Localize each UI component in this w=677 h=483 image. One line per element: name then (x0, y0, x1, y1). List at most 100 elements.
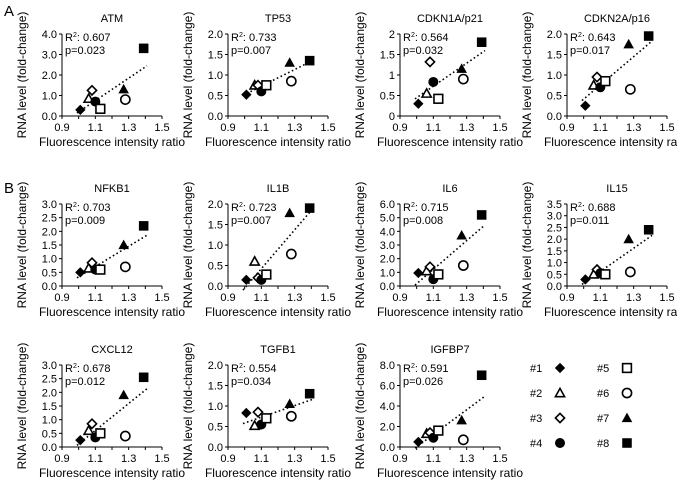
legend-marker (554, 362, 566, 374)
data-point (241, 89, 252, 100)
legend-label: #2 (530, 388, 542, 400)
y-tick-label: 2.5 (42, 374, 57, 386)
x-tick-label: 0.9 (220, 453, 235, 465)
chart-tp53: 0.0 0.5 1.0 1.5 2.0 0.9 1.1 1.3 1.5 TP53 Fluoresce… (181, 12, 351, 149)
data-point (252, 406, 264, 418)
data-point (600, 75, 611, 87)
data-point (95, 428, 106, 439)
data-point (138, 221, 149, 231)
y-tick-label: 0.5 (42, 428, 57, 440)
chart-title: NFKB1 (94, 183, 129, 195)
chart-title: CXCL12 (91, 344, 133, 356)
trend-line (76, 65, 148, 114)
x-tick-label: 1.5 (492, 453, 507, 465)
x-axis-label: Fluorescence intensity ratio (39, 305, 185, 319)
x-tick-label: 1.3 (626, 292, 641, 304)
chart-cdkn2a-p16: 0.0 0.5 1.0 1.5 2.0 0.9 1.1 1.3 1.5 CDKN2A/p16 Flu… (520, 12, 677, 149)
r2-label: R2: 0.554 (231, 363, 277, 375)
y-tick-label: 1.5 (547, 50, 562, 62)
x-axis-label: Fluorescence intensity ratio (205, 466, 351, 480)
data-point (285, 75, 297, 87)
legend-marker (621, 387, 633, 399)
y-tick-label: 4.0 (380, 401, 395, 413)
y-tick-label: 3.5 (547, 199, 562, 211)
x-tick-label: 1.1 (426, 292, 441, 304)
x-tick-label: 1.3 (121, 122, 136, 134)
p-value-label: p=0.011 (570, 215, 609, 227)
legend-label: #4 (530, 438, 542, 450)
data-point (304, 55, 315, 66)
legend: #1 #2 #3 #4 #5 #6 #7 #8 (530, 362, 633, 450)
trend-line (414, 224, 486, 286)
legend-label: #1 (530, 363, 542, 375)
x-tick-label: 0.9 (54, 122, 69, 134)
p-value-label: p=0.032 (403, 45, 443, 57)
x-axis-label: Fluorescence intensity ratio (39, 466, 185, 480)
x-axis-label: Fluorescence intensity ratio (39, 135, 185, 149)
y-tick-label: 2.0 (547, 29, 562, 41)
x-tick-label: 1.1 (88, 292, 103, 304)
r2-label: R2: 0.733 (231, 32, 277, 44)
chart-cdkn1a-p21: 0 0.5 1 1.5 2 0.9 1.1 1.3 1.5 CDKN1A/p21 Fluoresce… (353, 12, 523, 149)
y-tick-label: 3.0 (42, 199, 57, 211)
y-tick-label: 0.0 (42, 281, 57, 293)
data-point (600, 269, 611, 280)
y-tick-label: 1.5 (208, 381, 223, 393)
r2-label: R2: 0.607 (65, 32, 111, 44)
panel-label-b: B (4, 180, 14, 197)
x-tick-label: 1.1 (426, 453, 441, 465)
data-point (457, 73, 469, 85)
y-tick-label: 1.0 (208, 240, 223, 252)
y-axis-label: RNA level (fold-change) (520, 12, 534, 139)
x-tick-label: 1.3 (626, 122, 641, 134)
data-point (75, 267, 86, 278)
y-tick-label: 6.0 (380, 381, 395, 393)
p-value-label: p=0.007 (231, 215, 271, 227)
data-point (413, 98, 424, 109)
data-point (456, 414, 467, 425)
x-axis-label: Fluorescence intensity ratio (377, 466, 523, 480)
y-tick-label: 0 (389, 111, 395, 123)
legend-label: #5 (597, 363, 609, 375)
r2-label: R2: 0.703 (65, 202, 111, 214)
legend-marker (554, 386, 566, 398)
data-point (261, 80, 272, 91)
y-tick-label: 0.0 (42, 442, 57, 454)
x-tick-label: 0.9 (220, 292, 235, 304)
p-value-label: p=0.007 (231, 45, 271, 57)
x-tick-label: 1.3 (459, 122, 474, 134)
y-tick-label: 2.5 (547, 222, 562, 234)
chart-title: IGFBP7 (430, 344, 469, 356)
x-tick-label: 0.9 (392, 453, 407, 465)
x-tick-label: 0.9 (559, 122, 574, 134)
chart-title: ATM (101, 13, 123, 25)
data-point (118, 389, 129, 400)
y-tick-label: 5.0 (380, 213, 395, 225)
legend-marker (555, 437, 566, 448)
chart-title: TP53 (265, 13, 291, 25)
data-point (284, 207, 295, 218)
x-axis-label: Fluorescence intensity ratio (377, 305, 523, 319)
y-tick-label: 1.5 (208, 220, 223, 232)
data-point (580, 100, 591, 111)
y-tick-label: 4.0 (380, 226, 395, 238)
data-point (476, 210, 487, 220)
x-tick-label: 1.3 (121, 453, 136, 465)
y-tick-label: 1.5 (42, 401, 57, 413)
data-point (95, 264, 106, 275)
x-axis-label: Fluorescence intensity ratio (544, 135, 677, 149)
y-tick-label: 0.5 (42, 267, 57, 279)
chart-title: TGFB1 (260, 344, 295, 356)
data-point (643, 31, 654, 41)
chart-title: CDKN2A/p16 (584, 13, 650, 25)
data-point (119, 430, 131, 442)
p-value-label: p=0.009 (65, 215, 105, 227)
legend-label: #6 (597, 388, 609, 400)
y-tick-label: 1 (389, 70, 395, 82)
chart-il6: 0.0 1.02.0 3.0 4.05.0 6.0 0.9 1.1 1.3 1.5 IL6 Fluo… (353, 182, 523, 319)
y-tick-label: 1.0 (42, 254, 57, 266)
r2-label: R2: 0.715 (403, 202, 449, 214)
y-tick-label: 8.0 (380, 360, 395, 372)
p-value-label: p=0.023 (65, 45, 105, 57)
